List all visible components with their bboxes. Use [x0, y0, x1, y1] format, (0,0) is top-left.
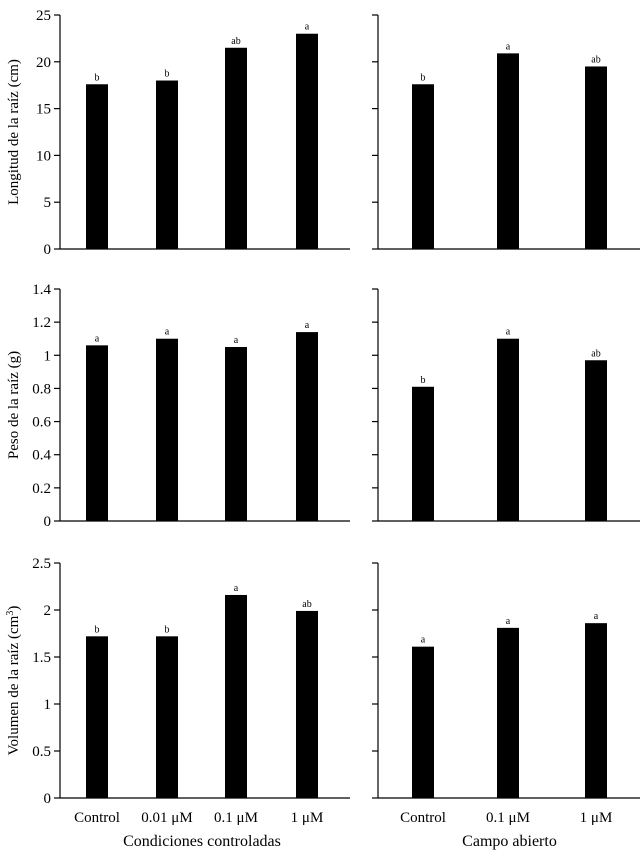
y-tick-label: 0: [44, 514, 52, 530]
bar-vol-cc-2: [225, 594, 247, 798]
bar-vol-cc-0: [86, 636, 108, 798]
bar-len-cc-1: [156, 80, 178, 250]
significance-label: a: [506, 616, 511, 627]
y-tick-label: 1: [44, 348, 52, 364]
y-tick-label: 15: [36, 102, 51, 118]
y-tick-label: 10: [36, 148, 51, 164]
bar-wt-ca-0: [412, 386, 434, 521]
bar-vol-cc-3: [296, 610, 318, 798]
y-tick-label: 0.2: [32, 481, 51, 497]
bar-wt-cc-3: [296, 332, 318, 521]
y-tick-label: 1.5: [32, 650, 51, 666]
x-axis-group-label: Condiciones controladas: [123, 833, 281, 850]
y-axis-label-superscript: 3: [5, 611, 16, 616]
significance-label: a: [234, 335, 239, 346]
x-category-label: 1 μM: [580, 810, 613, 826]
x-axis-group-label: Campo abierto: [462, 833, 557, 850]
bar-len-ca-0: [412, 84, 434, 249]
y-tick-label: 0.4: [32, 448, 51, 464]
x-category-label: Control: [74, 810, 120, 826]
significance-label: ab: [591, 348, 600, 359]
bar-len-cc-3: [296, 33, 318, 249]
y-tick-label: 25: [36, 8, 51, 24]
significance-label: b: [421, 72, 426, 83]
bar-vol-ca-1: [497, 627, 519, 798]
x-category-label: 0.1 μM: [214, 810, 258, 826]
significance-label: b: [95, 624, 100, 635]
bar-wt-ca-1: [497, 338, 519, 521]
bar-wt-cc-2: [225, 347, 247, 521]
y-tick-label: 0: [44, 791, 52, 807]
x-category-label: 0.1 μM: [486, 810, 530, 826]
y-tick-label: 1: [44, 697, 52, 713]
chart-panel-wt-ca: b a ab: [372, 288, 640, 522]
y-tick-label: 20: [36, 55, 51, 71]
bar-len-cc-0: [86, 84, 108, 249]
chart-panel-wt-cc: 0 0.2 0.4 0.6 0.8 1 1.2 1.4 a a a a Peso de la raíz …: [6, 282, 350, 530]
significance-label: ab: [302, 599, 311, 610]
significance-label: a: [165, 327, 170, 338]
chart-panel-vol-ca: a a a Control 0.1 μM 1 μM Campo abierto: [372, 562, 640, 850]
significance-label: a: [95, 333, 100, 344]
bar-wt-cc-0: [86, 345, 108, 521]
significance-label: ab: [591, 54, 600, 65]
y-tick-label: 1.2: [32, 315, 51, 331]
bar-wt-cc-1: [156, 338, 178, 521]
significance-label: a: [506, 41, 511, 52]
x-category-label: 1 μM: [291, 810, 324, 826]
y-tick-label: 1.4: [32, 282, 51, 298]
y-tick-label: 5: [44, 195, 52, 211]
y-axis-label: Longitud de la raíz (cm): [6, 59, 22, 205]
significance-label: a: [594, 611, 599, 622]
bar-vol-ca-2: [585, 623, 607, 798]
chart-panel-vol-cc: 0 0.5 1 1.5 2 2.5 b b a ab Control 0.01 μM 0.1 μM 1 μ…: [5, 556, 350, 850]
y-tick-label: 0.8: [32, 381, 51, 397]
y-axis-label: Volumen de la raíz (cm3): [5, 606, 23, 756]
bar-vol-ca-0: [412, 646, 434, 798]
y-tick-label: 0.6: [32, 415, 51, 431]
significance-label: ab: [231, 36, 240, 47]
bar-len-cc-2: [225, 47, 247, 250]
significance-label: b: [421, 375, 426, 386]
significance-label: a: [305, 320, 310, 331]
x-category-label: Control: [400, 810, 446, 826]
y-tick-label: 0: [44, 242, 52, 258]
chart-panel-len-cc: 0 5 10 15 20 25 b b ab a Longitud de la raíz (cm): [6, 8, 350, 258]
significance-label: b: [165, 69, 170, 80]
significance-label: a: [234, 583, 239, 594]
chart-panel-len-ca: b a ab: [372, 14, 640, 250]
significance-label: a: [506, 327, 511, 338]
bar-len-ca-2: [585, 66, 607, 249]
y-axis-label: Peso de la raíz (g): [6, 351, 22, 459]
x-category-label: 0.01 μM: [141, 810, 192, 826]
significance-label: a: [421, 635, 426, 646]
significance-label: a: [305, 22, 310, 33]
significance-label: b: [165, 624, 170, 635]
y-tick-label: 2: [44, 603, 52, 619]
bar-len-ca-1: [497, 53, 519, 249]
bar-wt-ca-2: [585, 360, 607, 521]
y-tick-label: 2.5: [32, 556, 51, 572]
significance-label: b: [95, 72, 100, 83]
y-tick-label: 0.5: [32, 744, 51, 760]
bar-vol-cc-1: [156, 636, 178, 798]
y-axis-label-suffix: ): [6, 606, 22, 611]
